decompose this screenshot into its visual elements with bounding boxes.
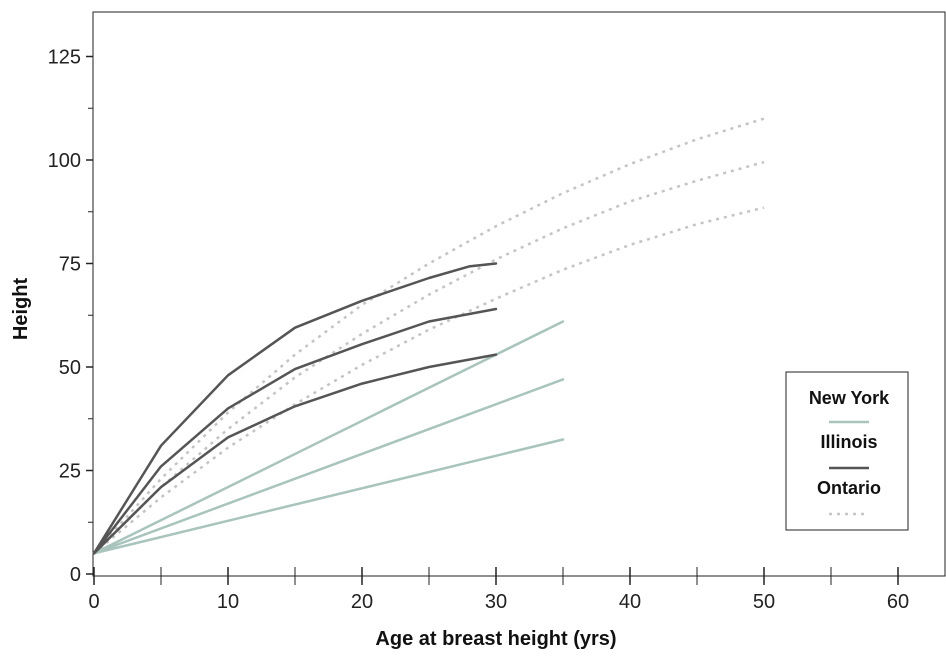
x-tick-label-0: 0 (88, 591, 99, 613)
legend: New York Illinois Ontario (785, 371, 909, 531)
y-tick-label-1: 25 (59, 461, 81, 483)
x-tick-label-5: 50 (753, 591, 775, 613)
series-line-il-4 (92, 307, 498, 555)
series-line-ny-0 (92, 320, 565, 555)
legend-label-illinois: Illinois (820, 432, 877, 452)
y-axis-title: Height (10, 278, 32, 341)
x-tick-label-4: 40 (619, 591, 641, 613)
x-tick-label-2: 20 (351, 591, 373, 613)
legend-label-new-york: New York (809, 388, 890, 408)
legend-label-ontario: Ontario (817, 478, 881, 498)
x-axis: 0 10 20 30 40 50 60 (88, 567, 909, 613)
y-tick-label-3: 75 (59, 254, 81, 276)
series-line-on-7 (93, 160, 765, 555)
y-tick-label-0: 0 (70, 564, 81, 586)
legend-box (785, 371, 909, 531)
x-tick-label-1: 10 (217, 591, 239, 613)
series-line-il-5 (92, 353, 498, 555)
x-tick-label-3: 30 (485, 591, 507, 613)
series-line-ny-2 (92, 438, 565, 555)
series-line-il-3 (92, 262, 498, 555)
y-axis: 0 25 50 75 100 125 (48, 47, 93, 586)
plot-frame (92, 11, 946, 577)
series-line-on-6 (93, 117, 765, 555)
y-tick-label-5: 125 (48, 47, 81, 69)
y-tick-label-2: 50 (59, 357, 81, 379)
series-line-on-8 (93, 206, 765, 555)
x-tick-label-6: 60 (887, 591, 909, 613)
series-line-ny-1 (92, 378, 565, 555)
series-layer (92, 117, 765, 555)
x-axis-title: Age at breast height (yrs) (375, 628, 616, 650)
y-tick-label-4: 100 (48, 150, 81, 172)
